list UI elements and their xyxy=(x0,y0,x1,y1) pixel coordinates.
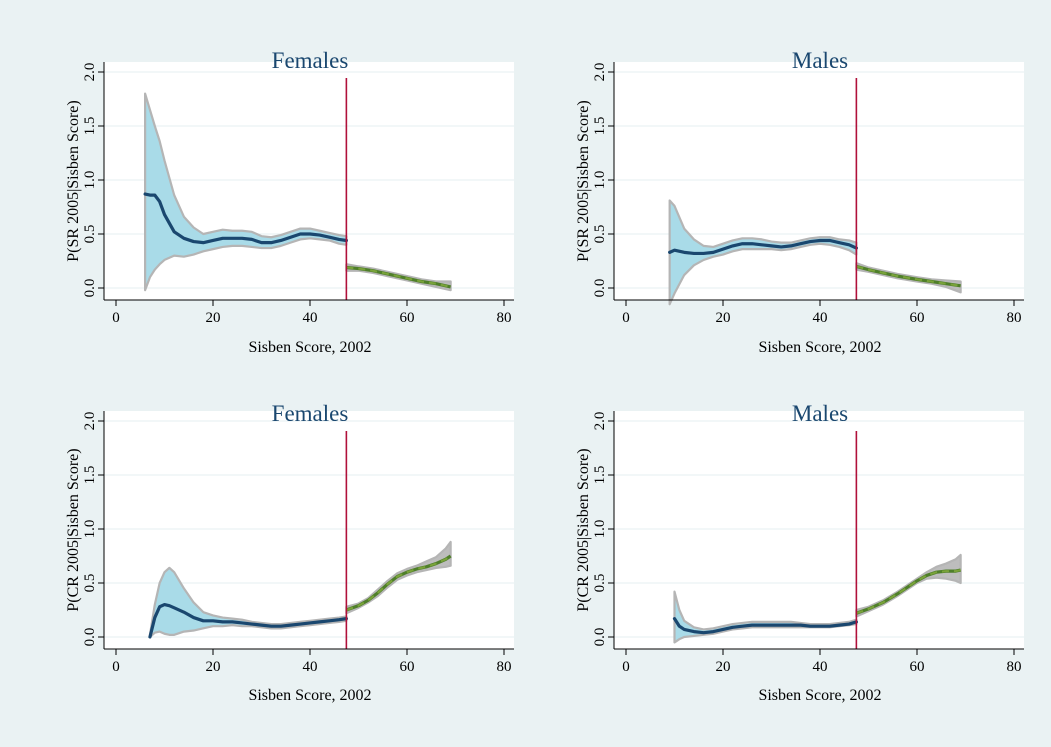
y-axis-label: P(SR 2005|Sisben Score) xyxy=(575,100,592,261)
x-tick-label: 80 xyxy=(497,659,512,675)
fit-line-below-cutoff xyxy=(672,617,858,635)
y-tick-label: 1.0 xyxy=(592,171,608,190)
chart-panel-4: 0.0 0.5 1.0 1.5 2.0 0 20 40 60 80 Males Sisben Scor… xyxy=(575,401,1024,704)
y-tick-label: 1.5 xyxy=(82,117,98,136)
x-axis-label: Sisben Score, 2002 xyxy=(758,687,881,704)
plot-area xyxy=(104,62,514,300)
fit-line-above-cutoff-dash xyxy=(346,266,451,288)
chart-panel-3: 0.0 0.5 1.0 1.5 2.0 0 20 40 60 80 Females Sisben Sc… xyxy=(65,401,514,704)
y-tick-label: 0.0 xyxy=(82,279,98,298)
x-tick-label: 40 xyxy=(813,659,828,675)
x-tick-label: 60 xyxy=(400,659,415,675)
x-tick-label: 40 xyxy=(813,310,828,326)
y-tick-label: 2.0 xyxy=(592,63,608,82)
chart-title: Females xyxy=(272,401,349,426)
y-tick-label: 0.5 xyxy=(592,225,608,244)
fit-line-below-cutoff xyxy=(148,602,348,639)
y-tick-label: 2.0 xyxy=(592,412,608,431)
x-tick-label: 20 xyxy=(206,310,221,326)
y-tick-label: 1.5 xyxy=(592,117,608,136)
x-axis-label: Sisben Score, 2002 xyxy=(758,339,881,356)
chart-title: Females xyxy=(272,48,349,73)
x-tick-label: 60 xyxy=(910,310,925,326)
x-tick-label: 80 xyxy=(1007,659,1022,675)
y-tick-label: 0.5 xyxy=(82,225,98,244)
y-tick-label: 0.0 xyxy=(82,628,98,647)
x-tick-label: 60 xyxy=(400,310,415,326)
x-tick-label: 0 xyxy=(112,659,120,675)
y-tick-label: 2.0 xyxy=(82,63,98,82)
x-tick-label: 20 xyxy=(716,310,731,326)
fit-line-above-cutoff-dash xyxy=(856,265,961,287)
y-tick-label: 1.0 xyxy=(592,520,608,539)
x-tick-label: 0 xyxy=(622,310,630,326)
y-tick-label: 2.0 xyxy=(82,412,98,431)
fit-line-above-cutoff xyxy=(855,568,961,615)
x-tick-label: 80 xyxy=(1007,310,1022,326)
x-tick-label: 0 xyxy=(622,659,630,675)
y-tick-label: 0.5 xyxy=(592,574,608,593)
x-axis-label: Sisben Score, 2002 xyxy=(248,339,371,356)
chart-title: Males xyxy=(792,48,848,73)
y-tick-label: 1.0 xyxy=(82,171,98,190)
y-axis-label: P(SR 2005|Sisben Score) xyxy=(65,100,82,261)
y-tick-label: 1.0 xyxy=(82,520,98,539)
y-tick-label: 0.0 xyxy=(592,279,608,298)
chart-title: Males xyxy=(792,401,848,426)
plot-area xyxy=(614,411,1024,649)
y-axis-label: P(CR 2005|Sisben Score) xyxy=(65,448,82,611)
y-axis-label: P(CR 2005|Sisben Score) xyxy=(575,448,592,611)
chart-panel-2: 0.0 0.5 1.0 1.5 2.0 0 20 40 60 80 Males Sisben Scor… xyxy=(575,48,1024,356)
fit-line-below-cutoff xyxy=(668,238,858,256)
x-tick-label: 80 xyxy=(497,310,512,326)
fit-line-below-cutoff xyxy=(143,192,348,245)
x-axis-label: Sisben Score, 2002 xyxy=(248,687,371,704)
y-tick-label: 0.5 xyxy=(82,574,98,593)
y-tick-label: 1.5 xyxy=(82,466,98,485)
y-tick-label: 0.0 xyxy=(592,628,608,647)
chart-panel-1: 0.0 0.5 1.0 1.5 2.0 0 20 40 60 80 Females Sisben Sc… xyxy=(65,48,514,356)
y-tick-label: 1.5 xyxy=(592,466,608,485)
x-tick-label: 20 xyxy=(716,659,731,675)
x-tick-label: 20 xyxy=(206,659,221,675)
fit-line-above-cutoff-dash xyxy=(346,555,452,611)
x-tick-label: 40 xyxy=(303,659,318,675)
x-tick-label: 60 xyxy=(910,659,925,675)
x-tick-label: 40 xyxy=(303,310,318,326)
x-tick-label: 0 xyxy=(112,310,120,326)
